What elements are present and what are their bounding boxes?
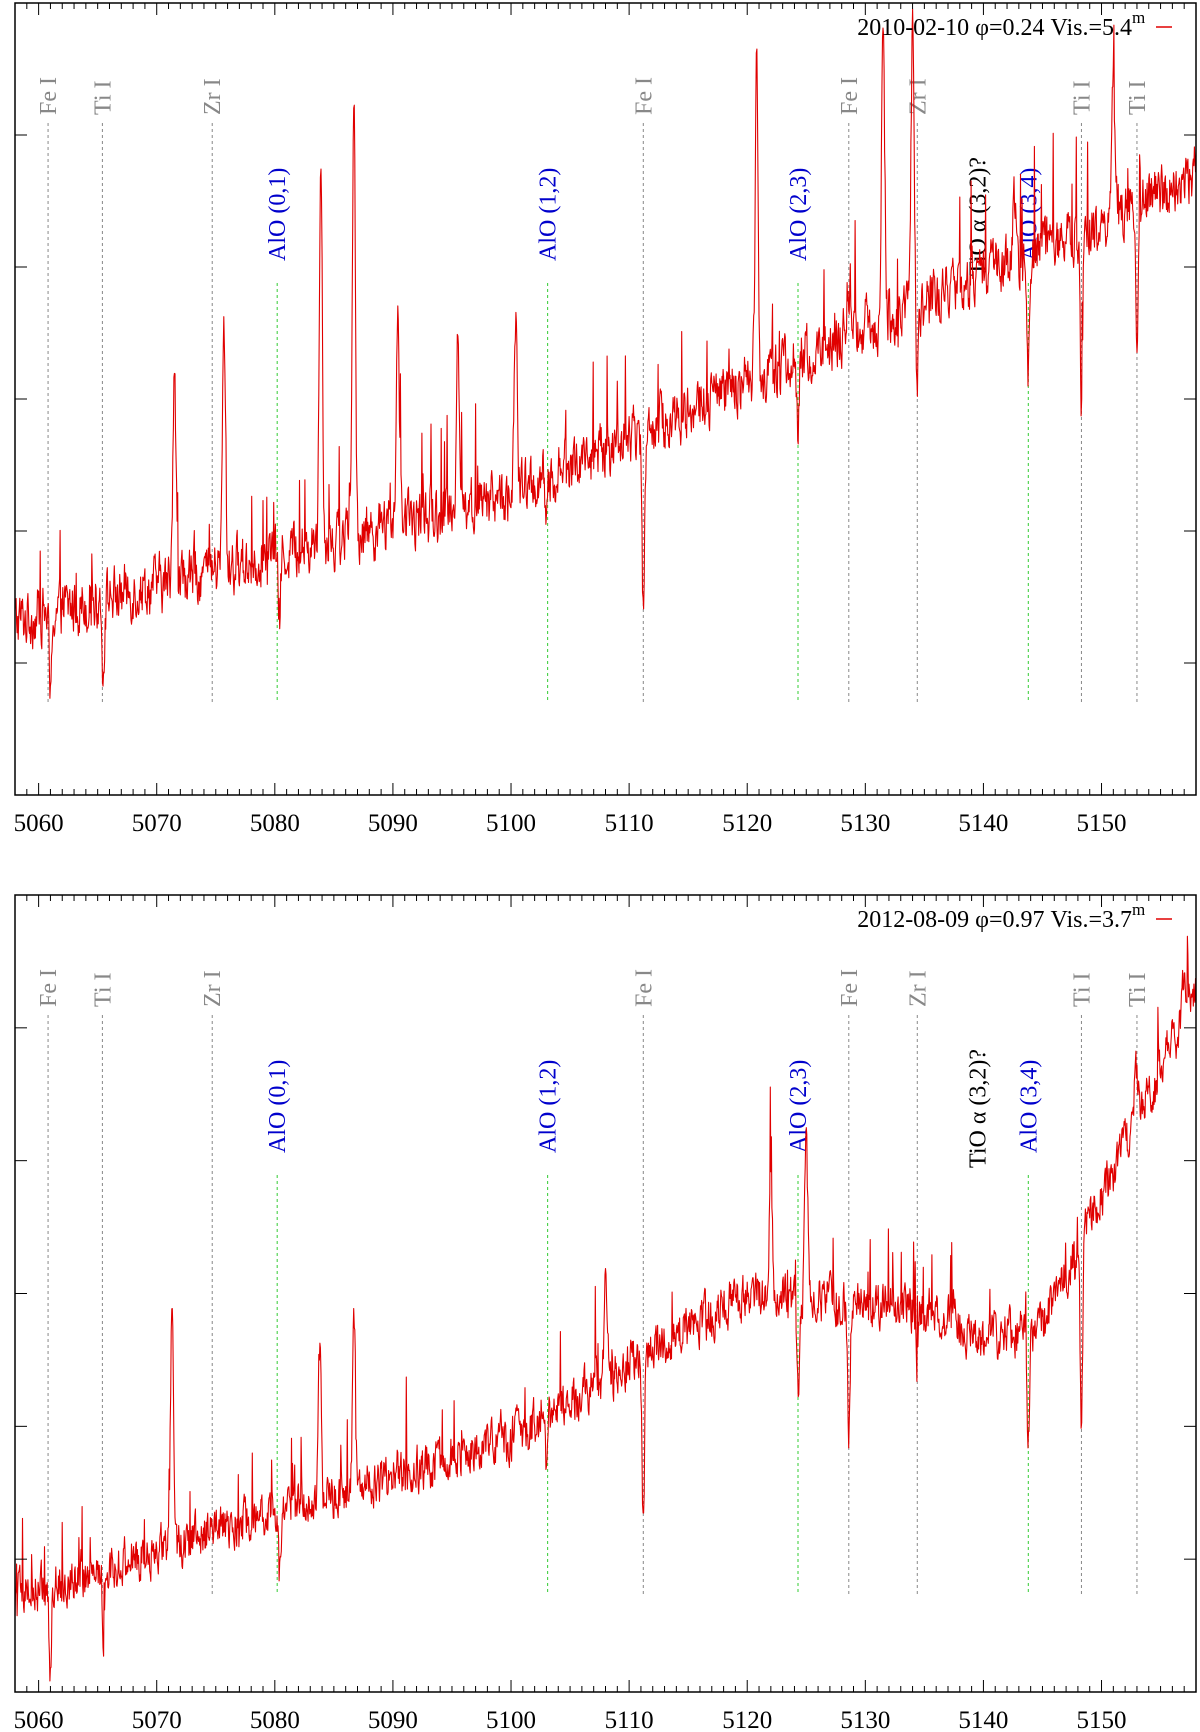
x-tick-label: 5120 [722,810,772,837]
x-tick-label: 5100 [486,1707,536,1732]
x-tick-label: 5110 [605,1707,654,1732]
atomic-line-label: Ti I [90,81,116,115]
alo-band-label: AlO (3,4) [1016,1060,1042,1153]
x-tick-label: 5150 [1077,810,1127,837]
atomic-line-label: Fe I [631,969,657,1007]
tio-annotation: TiO α (3,2)? [966,1049,992,1168]
atomic-line-label: Zr I [200,970,226,1007]
alo-band-label: AlO (0,1) [265,168,291,261]
atomic-line-label: Ti I [1069,973,1095,1007]
x-tick-label: 5080 [250,1707,300,1732]
x-tick-label: 5070 [132,810,182,837]
x-tick-label: 5120 [722,1707,772,1732]
x-tick-label: 5110 [605,810,654,837]
alo-band-label: AlO (1,2) [536,168,562,261]
atomic-line-label: Zr I [200,78,226,115]
alo-band-label: AlO (1,2) [536,1060,562,1153]
alo-band-label: AlO (2,3) [786,1060,812,1153]
x-tick-label: 5130 [840,1707,890,1732]
atomic-line-label: Fe I [36,77,62,115]
legend-label: 2010-02-10 φ=0.24 Vis.=5.4 [857,15,1132,41]
alo-band-label: AlO (2,3) [786,168,812,261]
atomic-line-label: Fe I [631,77,657,115]
atomic-line-label: Ti I [90,973,116,1007]
x-tick-label: 5060 [14,810,64,837]
tio-annotation: TiO α (3,2)? [966,157,992,276]
atomic-line-label: Ti I [1125,973,1151,1007]
spectrum-line [14,935,1197,1682]
alo-band-label: AlO (0,1) [265,1060,291,1153]
atomic-line-label: Fe I [36,969,62,1007]
x-tick-label: 5150 [1077,1707,1127,1732]
x-tick-label: 5060 [14,1707,64,1732]
spectrum-panel-bottom: Fe I Ti I Zr I Fe I Fe I Zr I Ti I Ti I AlO (0,1… [14,894,1197,1732]
spectrum-line [14,8,1197,699]
atomic-line-label: Fe I [837,77,863,115]
atomic-line-label: Fe I [837,969,863,1007]
legend-label-superscript: m [1132,8,1145,27]
atomic-line-label: Ti I [1069,81,1095,115]
legend-label-superscript: m [1132,900,1145,919]
x-tick-label: 5130 [840,810,890,837]
atomic-line-label: Ti I [1125,81,1151,115]
atomic-line-label: Zr I [905,970,931,1007]
x-tick-label: 5080 [250,810,300,837]
legend-label: 2012-08-09 φ=0.97 Vis.=3.7 [857,907,1132,933]
x-tick-label: 5090 [368,810,418,837]
x-tick-label: 5140 [958,1707,1008,1732]
plot-frame [14,2,1197,796]
x-tick-label: 5090 [368,1707,418,1732]
x-tick-label: 5100 [486,810,536,837]
plot-frame [14,894,1197,1693]
atomic-line-label: Zr I [905,78,931,115]
x-tick-label: 5140 [958,810,1008,837]
spectrum-panel-top: Fe I Ti I Zr I Fe I Fe I Zr I Ti I Ti I AlO (0,1… [14,2,1197,837]
x-tick-label: 5070 [132,1707,182,1732]
